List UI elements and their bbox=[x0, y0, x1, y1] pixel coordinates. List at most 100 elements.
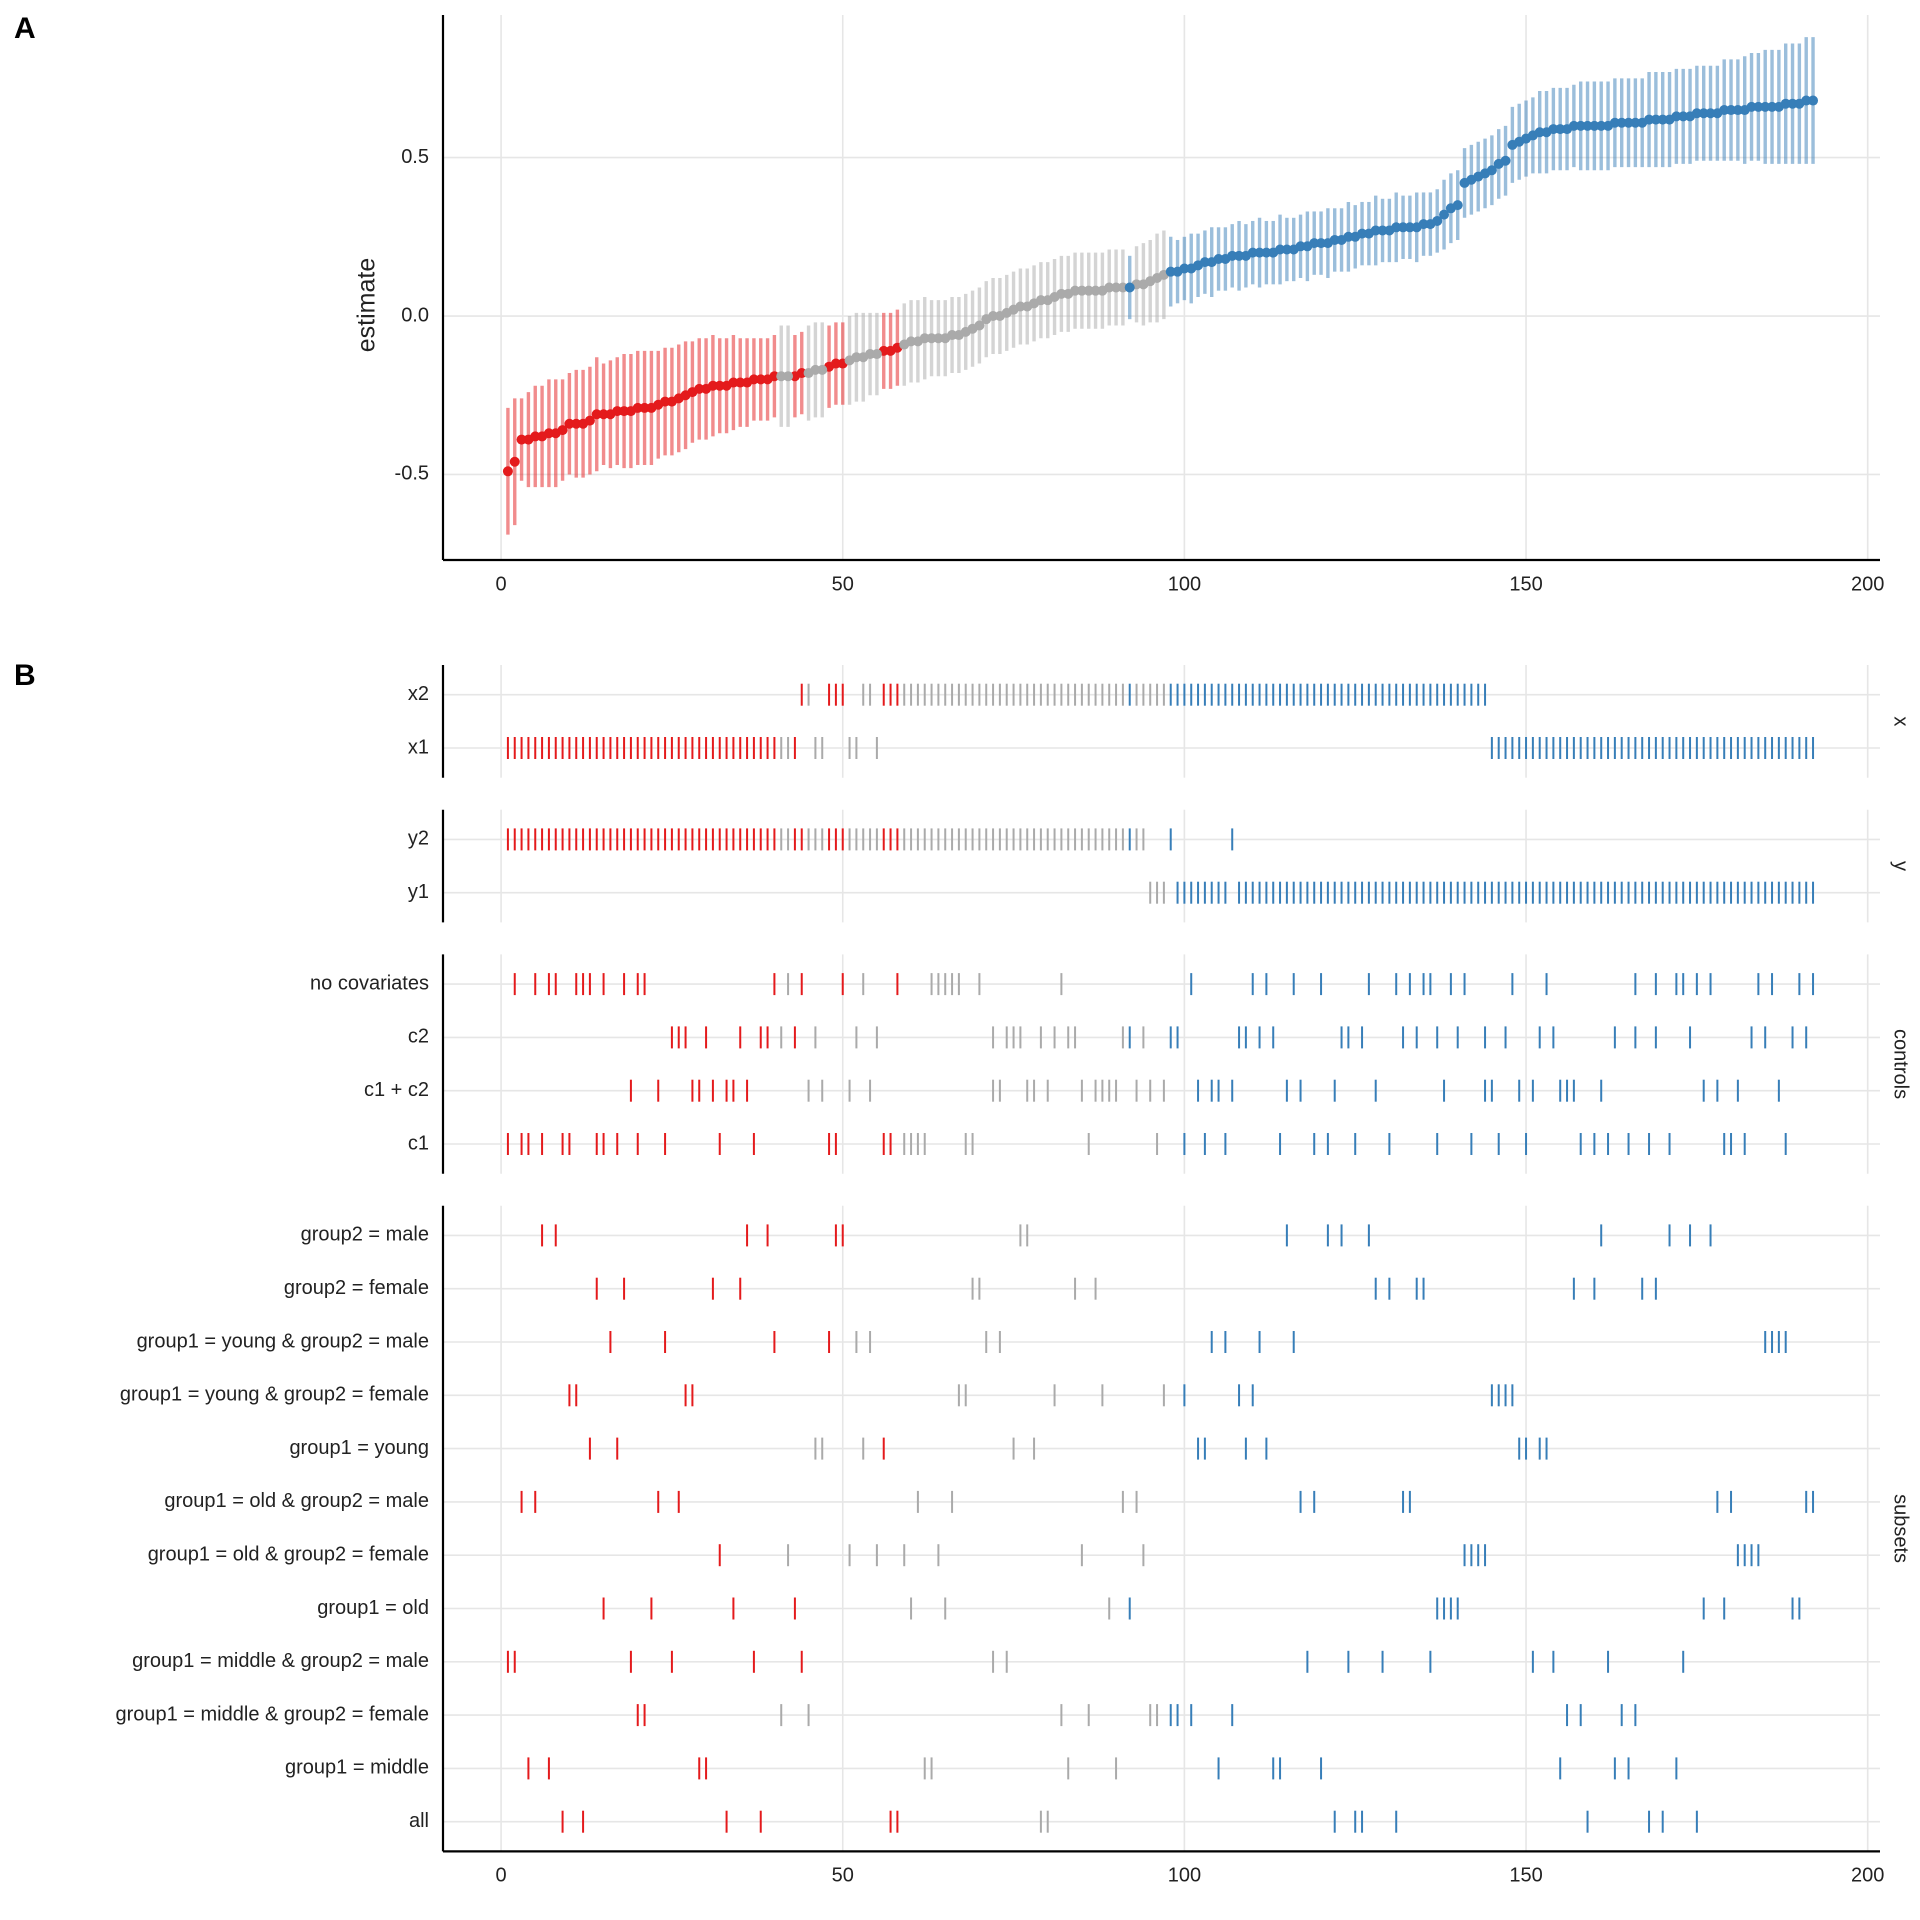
point bbox=[530, 431, 541, 442]
point bbox=[1439, 209, 1450, 220]
point bbox=[1644, 114, 1655, 125]
row-label: c1 bbox=[408, 1132, 429, 1154]
point bbox=[871, 349, 882, 360]
y-tick-label: 0.5 bbox=[401, 146, 429, 168]
point bbox=[1657, 114, 1668, 125]
point bbox=[1104, 282, 1115, 293]
point bbox=[1719, 105, 1730, 116]
x-tick-label: 200 bbox=[1851, 1865, 1884, 1887]
point bbox=[1165, 266, 1176, 277]
point bbox=[1391, 222, 1402, 233]
point bbox=[1213, 253, 1224, 264]
point bbox=[1780, 98, 1791, 109]
point bbox=[1111, 282, 1122, 293]
point bbox=[1234, 250, 1245, 261]
point bbox=[1500, 155, 1511, 166]
row-label: group1 = middle bbox=[285, 1757, 429, 1779]
panel-label: A bbox=[14, 12, 36, 45]
point bbox=[1343, 231, 1354, 242]
point bbox=[707, 380, 718, 391]
point bbox=[1124, 282, 1135, 293]
x-tick-label: 100 bbox=[1168, 573, 1201, 595]
row-label: group1 = old & group2 = male bbox=[164, 1490, 429, 1512]
y-tick-label: -0.5 bbox=[395, 463, 429, 485]
row-label: group2 = male bbox=[301, 1224, 429, 1246]
point bbox=[817, 364, 828, 375]
point bbox=[1746, 101, 1757, 112]
row-label: y2 bbox=[408, 828, 429, 850]
point bbox=[619, 406, 630, 417]
facet-label: subsets bbox=[1890, 1494, 1912, 1563]
row-label: group1 = young bbox=[289, 1437, 429, 1459]
row-label: x1 bbox=[408, 736, 429, 758]
point bbox=[543, 428, 554, 439]
point bbox=[564, 418, 575, 429]
point bbox=[632, 402, 643, 413]
point bbox=[1377, 225, 1388, 236]
point bbox=[1596, 120, 1607, 131]
point bbox=[974, 320, 985, 331]
facet-label: controls bbox=[1890, 1029, 1912, 1099]
point bbox=[1616, 117, 1627, 128]
point bbox=[591, 409, 602, 420]
row-label: group1 = young & group2 = female bbox=[120, 1384, 429, 1406]
row-label: y1 bbox=[408, 881, 429, 903]
point bbox=[1090, 285, 1101, 296]
point bbox=[571, 418, 582, 429]
point bbox=[1404, 222, 1415, 233]
row-label: all bbox=[409, 1810, 429, 1832]
point bbox=[1117, 282, 1128, 293]
panel-label: B bbox=[14, 659, 36, 692]
point bbox=[810, 364, 821, 375]
point bbox=[502, 466, 513, 477]
point bbox=[1316, 238, 1327, 249]
point bbox=[947, 330, 958, 341]
point bbox=[1726, 105, 1737, 116]
point bbox=[1555, 124, 1566, 135]
point bbox=[1199, 257, 1210, 268]
point bbox=[584, 415, 595, 426]
point bbox=[598, 409, 609, 420]
x-tick-label: 50 bbox=[832, 1865, 854, 1887]
x-tick-label: 100 bbox=[1168, 1865, 1201, 1887]
row-label: c1 + c2 bbox=[364, 1079, 429, 1101]
point bbox=[1179, 263, 1190, 274]
point bbox=[1534, 127, 1545, 138]
point bbox=[1678, 111, 1689, 122]
row-label: group1 = old bbox=[317, 1597, 429, 1619]
point bbox=[776, 371, 787, 382]
x-tick-label: 0 bbox=[496, 573, 507, 595]
point bbox=[1418, 219, 1429, 230]
point bbox=[1309, 238, 1320, 249]
point bbox=[851, 352, 862, 363]
point bbox=[933, 333, 944, 344]
point bbox=[1630, 117, 1641, 128]
point bbox=[1760, 101, 1771, 112]
point bbox=[1705, 108, 1716, 119]
x-tick-label: 200 bbox=[1851, 573, 1884, 595]
point bbox=[1247, 247, 1258, 258]
point bbox=[1568, 120, 1579, 131]
point bbox=[748, 374, 759, 385]
point bbox=[728, 377, 739, 388]
point bbox=[755, 374, 766, 385]
point bbox=[1801, 95, 1812, 106]
point bbox=[1808, 95, 1819, 106]
row-label: no covariates bbox=[310, 972, 429, 994]
point bbox=[1070, 285, 1081, 296]
point bbox=[1227, 250, 1238, 261]
point bbox=[1357, 228, 1368, 239]
point bbox=[1767, 101, 1778, 112]
point bbox=[1432, 215, 1443, 226]
point bbox=[1076, 285, 1087, 296]
x-tick-label: 150 bbox=[1509, 1865, 1542, 1887]
facet-label: x bbox=[1890, 716, 1912, 726]
point bbox=[1589, 120, 1600, 131]
point bbox=[1787, 98, 1798, 109]
point bbox=[988, 311, 999, 322]
y-tick-label: 0.0 bbox=[401, 304, 429, 326]
point bbox=[1056, 288, 1067, 299]
point bbox=[783, 371, 794, 382]
